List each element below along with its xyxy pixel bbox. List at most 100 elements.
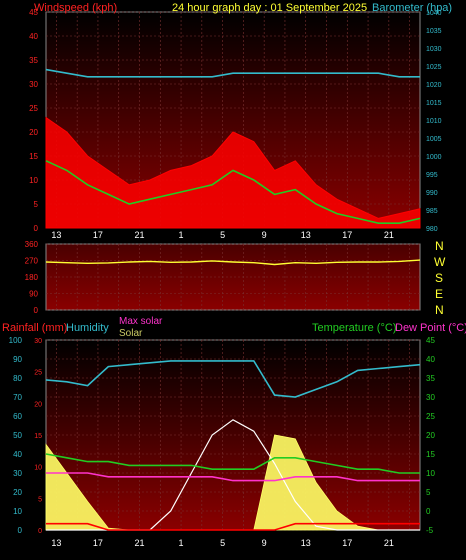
windspeed-axis-label: Windspeed (kph) — [34, 2, 117, 14]
barometer-tick-label: 1000 — [426, 154, 442, 161]
humidity-tick-label: 80 — [13, 374, 22, 383]
wind-tick-label: 10 — [29, 176, 38, 185]
rain-tick-label: 5 — [38, 496, 42, 503]
series-lines — [45, 68, 421, 531]
barometer-tick-label: 1020 — [426, 82, 442, 89]
compass-e: E — [435, 287, 443, 301]
temperature-tick-label: 0 — [426, 507, 431, 516]
wind-tick-label: 25 — [29, 104, 38, 113]
temperature-panel-bg — [46, 340, 420, 530]
barometer-tick-label: 1010 — [426, 118, 442, 125]
x-tick-label-bottom: 21 — [134, 538, 144, 548]
x-tick-label-top: 9 — [262, 230, 267, 240]
temperature-tick-label: 5 — [426, 488, 431, 497]
direction-tick-label: 0 — [34, 306, 39, 315]
barometer-tick-label: 980 — [426, 226, 438, 233]
x-tick-label-bottom: 21 — [384, 538, 394, 548]
wind-tick-label: 35 — [29, 56, 38, 65]
humidity-tick-label: 70 — [13, 393, 22, 402]
humidity-tick-label: 10 — [13, 507, 22, 516]
rain-tick-label: 25 — [34, 370, 42, 377]
wind-tick-label: 45 — [29, 8, 38, 17]
rain-tick-label: 20 — [34, 401, 42, 408]
direction-tick-label: 180 — [25, 273, 39, 282]
x-tick-label-top: 21 — [384, 230, 394, 240]
barometer-tick-label: 1035 — [426, 28, 442, 35]
compass-n-bottom: N — [435, 303, 444, 317]
humidity-tick-label: 50 — [13, 431, 22, 440]
temperature-tick-label: 40 — [426, 355, 435, 364]
humidity-tick-label: 40 — [13, 450, 22, 459]
compass-n-top: N — [435, 239, 444, 253]
x-tick-label-top: 21 — [134, 230, 144, 240]
x-tick-label-bottom: 17 — [93, 538, 103, 548]
wind-tick-label: 40 — [29, 32, 38, 41]
x-tick-label-top: 5 — [220, 230, 225, 240]
humidity-tick-label: 90 — [13, 355, 22, 364]
wind-tick-label: 15 — [29, 152, 38, 161]
temperature-tick-label: 15 — [426, 450, 435, 459]
wind-tick-label: 30 — [29, 80, 38, 89]
wind-tick-label: 5 — [34, 200, 39, 209]
barometer-tick-label: 1015 — [426, 100, 442, 107]
barometer-tick-label: 1030 — [426, 46, 442, 53]
direction-tick-label: 360 — [25, 240, 39, 249]
x-tick-label-bottom: 13 — [51, 538, 61, 548]
humidity-tick-label: 60 — [13, 412, 22, 421]
temperature-tick-label: 25 — [426, 412, 435, 421]
barometer-tick-label: 995 — [426, 172, 438, 179]
compass-s: S — [435, 271, 443, 285]
temperature-tick-label: 20 — [426, 431, 435, 440]
x-tick-label-bottom: 5 — [220, 538, 225, 548]
max-solar-legend: Max solar — [119, 316, 163, 327]
temperature-tick-label: -5 — [426, 526, 434, 535]
rain-tick-label: 10 — [34, 465, 42, 472]
temperature-tick-label: 30 — [426, 393, 435, 402]
x-tick-label-top: 17 — [342, 230, 352, 240]
windspeed-series — [45, 116, 421, 229]
dew-point-legend: Dew Point (°C) — [395, 322, 466, 334]
x-tick-label-top: 1 — [179, 230, 184, 240]
compass-w: W — [434, 255, 446, 269]
barometer-tick-label: 985 — [426, 208, 438, 215]
humidity-tick-label: 20 — [13, 488, 22, 497]
dew-point-series — [46, 472, 420, 482]
rain-tick-label: 0 — [38, 528, 42, 535]
x-tick-label-bottom: 1 — [179, 538, 184, 548]
chart-title: 24 hour graph day : 01 September 2025 — [172, 2, 367, 14]
x-tick-label-top: 13 — [51, 230, 61, 240]
barometer-tick-label: 1005 — [426, 136, 442, 143]
axis-labels: 1313171721211155991313171721210510152025… — [9, 8, 442, 548]
barometer-tick-label: 990 — [426, 190, 438, 197]
wind-tick-label: 20 — [29, 128, 38, 137]
rainfall-series — [46, 522, 420, 531]
direction-tick-label: 90 — [29, 290, 38, 299]
temperature-tick-label: 45 — [426, 336, 435, 345]
x-tick-label-bottom: 9 — [262, 538, 267, 548]
wind-tick-label: 0 — [34, 224, 39, 233]
rain-tick-label: 30 — [34, 338, 42, 345]
humidity-tick-label: 30 — [13, 469, 22, 478]
barometer-series — [45, 68, 420, 78]
x-tick-label-top: 13 — [301, 230, 311, 240]
rain-tick-label: 15 — [34, 433, 42, 440]
average-wind-series — [45, 160, 421, 224]
direction-panel-bg — [46, 244, 420, 310]
solar-legend: Solar — [119, 328, 143, 339]
direction-series — [45, 259, 421, 266]
temperature-legend: Temperature (°C) — [312, 322, 396, 334]
x-tick-label-bottom: 13 — [301, 538, 311, 548]
direction-tick-label: 270 — [25, 257, 39, 266]
x-tick-label-bottom: 17 — [342, 538, 352, 548]
temperature-tick-label: 35 — [426, 374, 435, 383]
temperature-series — [45, 453, 420, 474]
humidity-tick-label: 100 — [9, 336, 23, 345]
temperature-tick-label: 10 — [426, 469, 435, 478]
humidity-series — [45, 360, 421, 398]
barometer-tick-label: 1025 — [426, 64, 442, 71]
barometer-tick-label: 1040 — [426, 10, 442, 17]
humidity-tick-label: 0 — [18, 526, 23, 535]
barometer-axis-label: Barometer (hpa) — [372, 2, 452, 14]
